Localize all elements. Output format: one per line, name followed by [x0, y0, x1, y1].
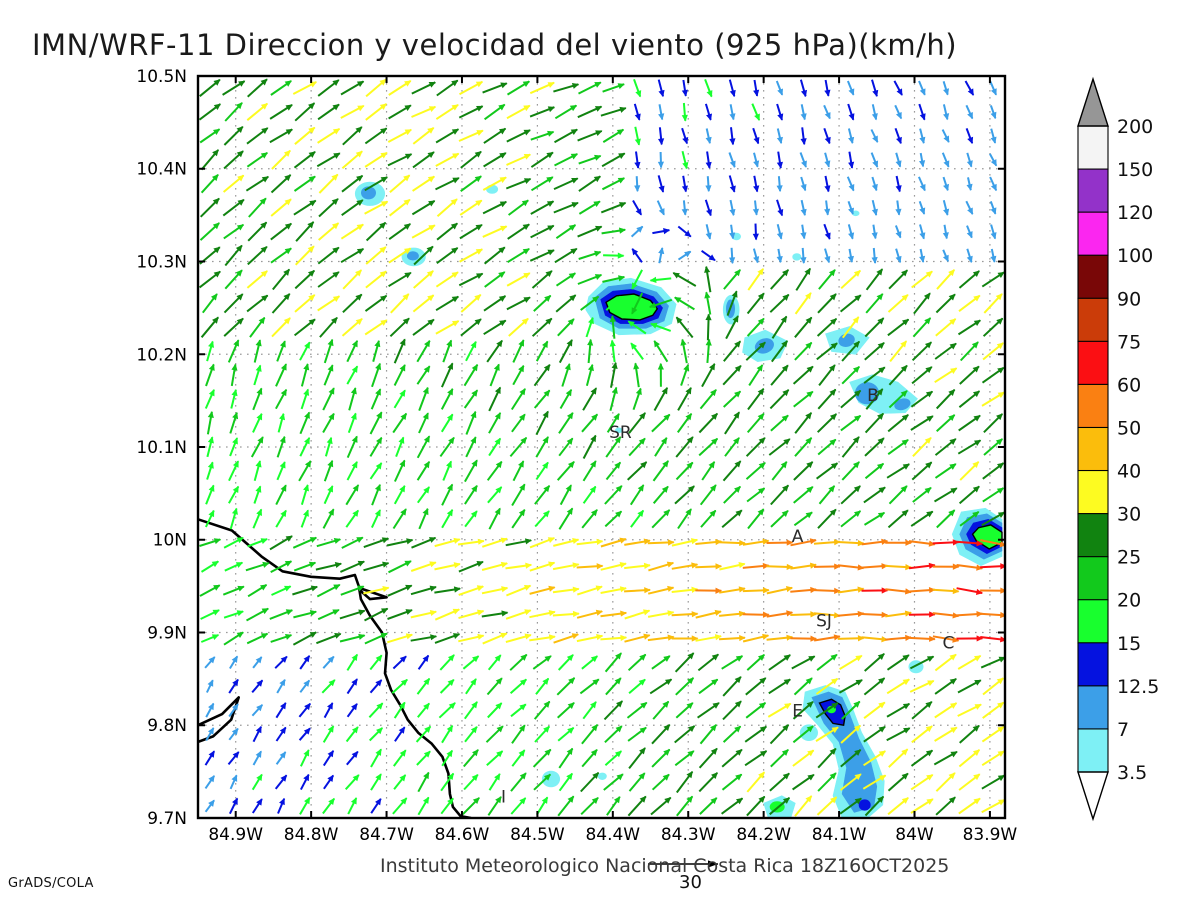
y-tick-label: 10.4N: [136, 160, 187, 180]
colorbar-band: [1077, 513, 1109, 558]
colorbar-legend: 200 150 120 100 90 75 60 50 40 30 25 20 15 12.5 7 3.5: [1077, 76, 1159, 822]
colorbar-band: [1077, 254, 1109, 300]
colorbar-tick-label: 75: [1117, 331, 1141, 353]
footer-institution: Instituto Meteorologico Nacional Costa R…: [380, 855, 950, 877]
map-label-sr: SR: [609, 423, 632, 443]
x-tick-label: 84W: [895, 825, 934, 845]
colorbar-tick-label: 120: [1117, 202, 1153, 224]
colorbar-tick-label: 12.5: [1117, 676, 1159, 698]
plot-background: [198, 76, 1005, 818]
x-tick-label: 84.8W: [284, 825, 339, 845]
colorbar-band: [1077, 297, 1109, 343]
colorbar-band: [1077, 426, 1109, 472]
map-label-sj: SJ: [816, 611, 832, 631]
footer-renderer: GrADS/COLA: [8, 876, 94, 891]
y-tick-label: 10N: [153, 531, 187, 551]
colorbar-tick-label: 200: [1117, 116, 1153, 138]
axis-ticks: [198, 75, 1005, 819]
colorbar-band: [1077, 728, 1109, 773]
x-tick-label: 84.7W: [359, 825, 414, 845]
wind-vector-field: [198, 78, 1005, 817]
colorbar-band: [1077, 556, 1109, 601]
map-label-c: C: [942, 634, 954, 654]
colorbar-cap-bottom: [1077, 771, 1109, 822]
colorbar-tick-label: 40: [1117, 461, 1141, 483]
x-tick-label: 84.4W: [585, 825, 640, 845]
colorbar-tick-label: 60: [1117, 374, 1141, 396]
reference-barb: [648, 860, 718, 868]
colorbar-tick-label: 50: [1117, 418, 1141, 440]
colorbar-band: [1077, 125, 1109, 171]
x-tick-label: 84.6W: [435, 825, 490, 845]
colorbar-tick-label: 25: [1117, 547, 1141, 569]
x-tick-label: 84.1W: [812, 825, 867, 845]
x-axis-labels: 84.9W 84.8W 84.7W 84.6W 84.5W 84.4W 84.3W 84.2W…: [208, 825, 1017, 845]
y-tick-label: 9.8N: [147, 716, 187, 736]
colorbar-tick-label: 15: [1117, 633, 1141, 655]
map-label-b: B: [867, 386, 879, 406]
x-tick-label: 84.2W: [736, 825, 791, 845]
colorbar-tick-label: 150: [1117, 159, 1153, 181]
x-tick-label: 83.9W: [963, 825, 1018, 845]
colorbar-cap-top: [1077, 76, 1109, 127]
colorbar-band: [1077, 211, 1109, 257]
y-tick-label: 9.9N: [147, 624, 187, 644]
colorbar-band: [1077, 383, 1109, 429]
colorbar-tick-label: 30: [1117, 504, 1141, 526]
map-label-e: E: [792, 701, 803, 721]
map-place-labels: SR A B SJ C E I: [501, 386, 954, 808]
colorbar-tick-label: 100: [1117, 245, 1153, 267]
colorbar-band: [1077, 599, 1109, 644]
reference-barb-value: 30: [679, 872, 702, 893]
colorbar-band: [1077, 685, 1109, 730]
page-title: IMN/WRF-11 Direccion y velocidad del vie…: [32, 28, 958, 62]
x-tick-label: 84.3W: [661, 825, 716, 845]
colorbar-tick-label: 90: [1117, 288, 1141, 310]
colorbar-tick-label: 7: [1117, 719, 1129, 741]
colorbar-band: [1077, 642, 1109, 687]
colorbar-band: [1077, 168, 1109, 214]
colorbar-tick-label: 3.5: [1117, 762, 1147, 784]
y-axis-labels: 10.5N 10.4N 10.3N 10.2N 10.1N 10N 9.9N 9.8N 9.7N: [136, 67, 187, 829]
colorbar-tick-label: 20: [1117, 590, 1141, 612]
x-tick-label: 84.9W: [208, 825, 263, 845]
y-tick-label: 10.3N: [136, 253, 187, 273]
y-tick-label: 10.5N: [136, 67, 187, 87]
map-label-i: I: [501, 788, 506, 808]
colorbar-band: [1077, 340, 1109, 386]
map-label-a: A: [792, 527, 804, 547]
x-tick-label: 84.5W: [510, 825, 565, 845]
y-tick-label: 9.7N: [147, 809, 187, 829]
y-tick-label: 10.2N: [136, 345, 187, 365]
y-tick-label: 10.1N: [136, 438, 187, 458]
gridlines: [198, 76, 1005, 818]
colorbar-band: [1077, 469, 1109, 515]
